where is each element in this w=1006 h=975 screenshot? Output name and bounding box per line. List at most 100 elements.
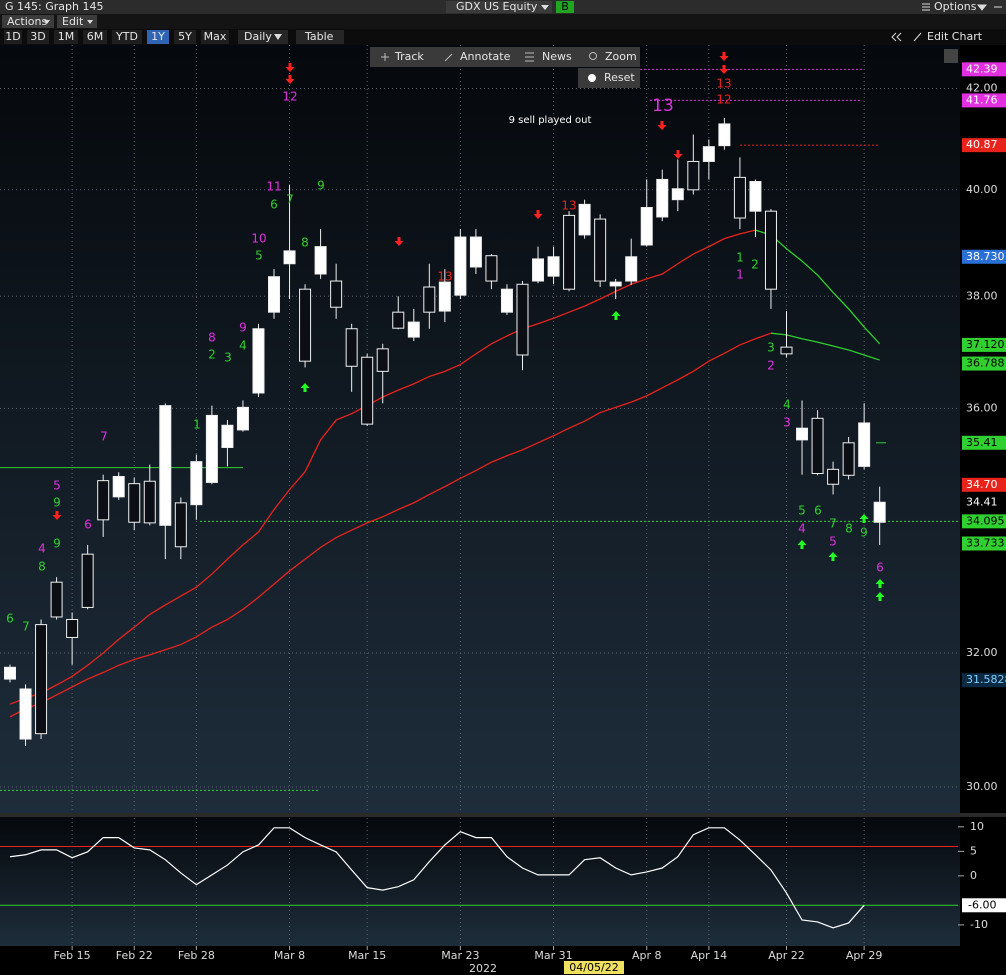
price-label: 41.76 bbox=[966, 93, 998, 106]
annotation: 6 bbox=[876, 561, 884, 575]
candle-body bbox=[190, 461, 203, 506]
period-button[interactable] bbox=[112, 30, 142, 44]
annotation: 13 bbox=[437, 270, 452, 284]
candle-body bbox=[66, 619, 79, 638]
candle-body bbox=[143, 480, 156, 524]
x-tick-label: Feb 22 bbox=[116, 949, 153, 962]
edit-button[interactable] bbox=[57, 15, 97, 28]
price-label: 40.87 bbox=[966, 138, 998, 151]
period-button[interactable] bbox=[201, 30, 229, 44]
tool-zoom[interactable]: Zoom bbox=[605, 50, 637, 63]
candle-body bbox=[97, 480, 110, 521]
tool-track[interactable]: Track bbox=[394, 50, 424, 63]
annotation: 8 bbox=[38, 560, 46, 574]
annotation: 6 bbox=[6, 612, 14, 626]
annotation: 8 bbox=[208, 331, 216, 345]
x-tick-label: Apr 8 bbox=[632, 949, 662, 962]
period-label: 1M bbox=[58, 30, 75, 43]
period-button[interactable] bbox=[27, 30, 49, 44]
sell-arrow bbox=[285, 63, 295, 72]
annotation: 13 bbox=[652, 96, 674, 116]
period-buttons: 1D 3D 1M 6M YTD 1Y 5Y Max bbox=[4, 30, 229, 44]
current-label-box bbox=[962, 898, 1006, 913]
candle-body bbox=[671, 188, 684, 201]
toolbar-icons[interactable] bbox=[891, 32, 922, 42]
moving-average bbox=[9, 332, 772, 718]
annotation: 3 bbox=[783, 416, 791, 430]
chart-toolbar bbox=[370, 47, 640, 67]
ticker-dropdown[interactable] bbox=[541, 5, 549, 10]
current-label: -6.00 bbox=[968, 898, 996, 911]
candle-body bbox=[392, 311, 405, 329]
y-tick-label: -10 bbox=[970, 918, 988, 931]
annotation: 6 bbox=[270, 198, 278, 212]
candle-body bbox=[112, 475, 125, 498]
scroll-button[interactable] bbox=[944, 49, 958, 63]
oscillator-panel bbox=[0, 817, 960, 946]
candle-body bbox=[532, 258, 545, 282]
edit-chart[interactable]: Edit Chart bbox=[927, 30, 983, 43]
period-button[interactable] bbox=[147, 30, 169, 44]
candle-body bbox=[516, 283, 529, 356]
period-label: 5Y bbox=[178, 30, 192, 43]
moving-average bbox=[770, 332, 880, 361]
annotation: 13 bbox=[561, 199, 576, 213]
candle-body bbox=[236, 406, 249, 431]
candle-body bbox=[345, 328, 358, 367]
badge-box[interactable] bbox=[556, 1, 574, 13]
buy-arrow bbox=[828, 552, 838, 561]
buy-arrow bbox=[797, 540, 807, 549]
period-button[interactable] bbox=[174, 30, 196, 44]
price-label: 33.733 bbox=[966, 537, 1005, 550]
frequency-button[interactable] bbox=[238, 30, 288, 44]
period-button[interactable] bbox=[83, 30, 107, 44]
price-label-box bbox=[962, 477, 1006, 492]
annotation: 7 bbox=[829, 517, 837, 531]
options-icon[interactable] bbox=[922, 3, 930, 11]
window-controls[interactable] bbox=[976, 4, 1002, 11]
date-axis bbox=[0, 946, 1006, 975]
y-tick-label: 42.00 bbox=[966, 82, 998, 95]
annotation: 6 bbox=[84, 518, 92, 532]
period-button[interactable] bbox=[54, 30, 78, 44]
buy-arrow bbox=[611, 311, 621, 320]
candle-body bbox=[733, 176, 746, 219]
candle-body bbox=[811, 417, 824, 475]
price-label-box bbox=[962, 249, 1006, 264]
sell-arrow bbox=[719, 65, 729, 74]
candle-body bbox=[500, 288, 513, 313]
annotation: 6 bbox=[814, 504, 822, 518]
buy-arrow bbox=[875, 592, 885, 601]
reset-icon bbox=[588, 74, 596, 82]
ticker-box[interactable] bbox=[446, 1, 552, 13]
candle-body bbox=[205, 414, 218, 483]
annotation: 3 bbox=[224, 351, 232, 365]
sell-arrow bbox=[52, 511, 62, 520]
oscillator-line bbox=[9, 827, 865, 929]
window-title: G 145: Graph 145 bbox=[5, 0, 103, 13]
sell-arrow bbox=[285, 75, 295, 84]
reset-button[interactable] bbox=[578, 68, 640, 88]
annotation: 1 bbox=[193, 418, 201, 432]
cursor-label: 04/05/22 bbox=[569, 961, 618, 974]
tool-annotate[interactable]: Annotate bbox=[460, 50, 511, 63]
buy-arrow bbox=[875, 579, 885, 588]
annotation: 5 bbox=[798, 504, 806, 518]
annotation: 4 bbox=[798, 522, 806, 536]
table-button[interactable] bbox=[296, 30, 344, 44]
period-label: 6M bbox=[87, 30, 104, 43]
buy-arrow bbox=[300, 383, 310, 392]
candle-body bbox=[252, 328, 265, 394]
period-label: 1Y bbox=[151, 30, 165, 43]
tool-news[interactable]: News bbox=[542, 50, 572, 63]
annotation: 1 bbox=[736, 251, 744, 265]
options[interactable]: Options bbox=[934, 0, 977, 13]
period-button[interactable] bbox=[4, 30, 22, 44]
price-label: 36.788 bbox=[966, 357, 1005, 370]
annotation: 11 bbox=[266, 180, 281, 194]
actions-button[interactable] bbox=[2, 15, 54, 28]
annotation: 2 bbox=[751, 258, 759, 272]
candle-body bbox=[718, 123, 731, 147]
candle-body bbox=[796, 427, 809, 441]
